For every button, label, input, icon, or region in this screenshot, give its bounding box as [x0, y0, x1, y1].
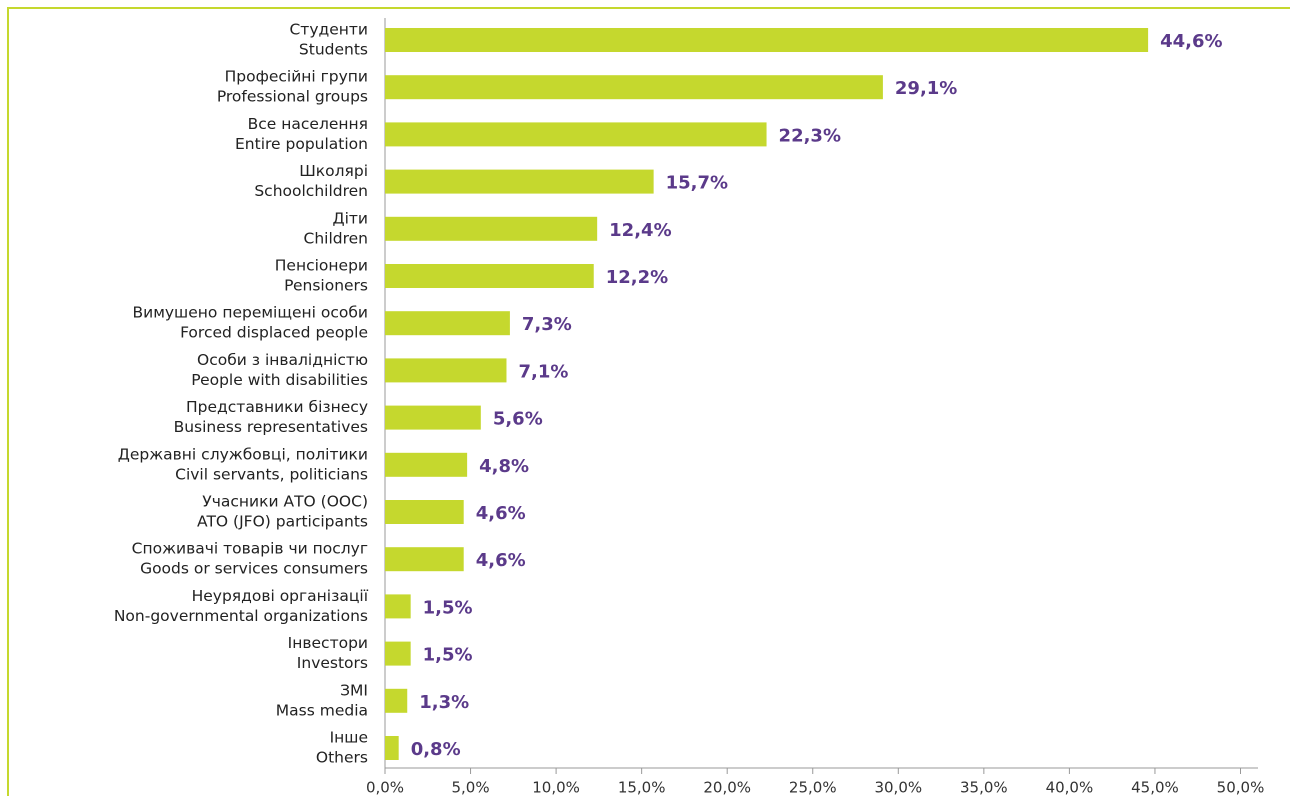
- value-label: 7,3%: [522, 314, 572, 335]
- category-label: Професійні групи: [225, 68, 368, 86]
- bar: [385, 358, 507, 383]
- category-label: Школярі: [299, 162, 368, 180]
- category-label: ЗМІ: [340, 681, 368, 699]
- value-label: 29,1%: [895, 78, 957, 99]
- value-label: 44,6%: [1160, 31, 1222, 52]
- x-tick-label: 15,0%: [618, 779, 666, 797]
- value-label: 4,6%: [476, 550, 526, 571]
- x-tick-label: 50,0%: [1217, 779, 1265, 797]
- x-tick-label: 5,0%: [451, 779, 489, 797]
- value-label: 0,8%: [411, 739, 461, 760]
- bar: [385, 736, 399, 760]
- frame: [7, 7, 1290, 796]
- bar: [385, 452, 468, 477]
- bar: [385, 28, 1149, 52]
- bar: [385, 122, 767, 147]
- category-label: Investors: [297, 654, 368, 672]
- category-label: Professional groups: [217, 88, 368, 106]
- x-tick-label: 0,0%: [366, 779, 404, 797]
- category-label: Інвестори: [288, 634, 368, 652]
- value-label: 4,8%: [479, 456, 529, 477]
- category-label: Інше: [330, 729, 368, 747]
- value-label: 12,2%: [606, 267, 668, 288]
- bar: [385, 500, 464, 524]
- category-label: Споживачі товарів чи послуг: [132, 540, 368, 558]
- category-label: Civil servants, politicians: [175, 465, 368, 483]
- category-label: Business representatives: [174, 418, 368, 436]
- value-label: 1,3%: [419, 692, 469, 713]
- category-label: Особи з інвалідністю: [197, 351, 368, 369]
- bar: [385, 641, 411, 666]
- bar: [385, 75, 883, 100]
- bar: [385, 594, 411, 619]
- category-label: Діти: [332, 209, 368, 227]
- category-label: Пенсіонери: [275, 257, 368, 275]
- category-label: ATO (JFO) participants: [197, 513, 368, 531]
- bar: [385, 264, 594, 288]
- category-label: Forced displaced people: [180, 324, 368, 342]
- value-label: 12,4%: [609, 220, 671, 241]
- bar: [385, 547, 464, 572]
- category-label: Pensioners: [284, 277, 368, 295]
- x-tick-label: 10,0%: [532, 779, 580, 797]
- category-label: Неурядові організації: [192, 587, 369, 605]
- value-label: 1,5%: [423, 597, 473, 618]
- x-tick-label: 30,0%: [874, 779, 922, 797]
- bar: [385, 216, 598, 241]
- value-label: 5,6%: [493, 409, 543, 430]
- bar: [385, 311, 510, 336]
- bar: [385, 169, 654, 194]
- value-label: 15,7%: [666, 173, 728, 194]
- x-tick-label: 20,0%: [703, 779, 751, 797]
- category-label: Учасники АТО (ООС): [202, 493, 368, 511]
- x-tick-label: 40,0%: [1046, 779, 1094, 797]
- category-label: Others: [316, 749, 368, 767]
- x-tick-label: 35,0%: [960, 779, 1008, 797]
- category-label: Goods or services consumers: [140, 560, 368, 578]
- category-label: Вимушено переміщені особи: [132, 304, 368, 322]
- category-label: Студенти: [289, 21, 368, 39]
- value-label: 7,1%: [518, 361, 568, 382]
- category-label: People with disabilities: [191, 371, 368, 389]
- x-tick-label: 45,0%: [1131, 779, 1179, 797]
- category-label: Schoolchildren: [254, 182, 368, 200]
- value-label: 22,3%: [779, 125, 841, 146]
- category-label: Entire population: [235, 135, 368, 153]
- category-label: Students: [299, 41, 368, 59]
- bar: [385, 688, 408, 713]
- value-label: 1,5%: [423, 645, 473, 666]
- category-label: Державні службовці, політики: [118, 445, 368, 463]
- bar: [385, 405, 481, 430]
- category-label: Все населення: [248, 115, 368, 133]
- category-label: Non-governmental organizations: [114, 607, 368, 625]
- category-label: Children: [304, 229, 369, 247]
- value-label: 4,6%: [476, 503, 526, 524]
- category-label: Mass media: [276, 701, 368, 719]
- category-label: Представники бізнесу: [186, 398, 368, 416]
- x-tick-label: 25,0%: [789, 779, 837, 797]
